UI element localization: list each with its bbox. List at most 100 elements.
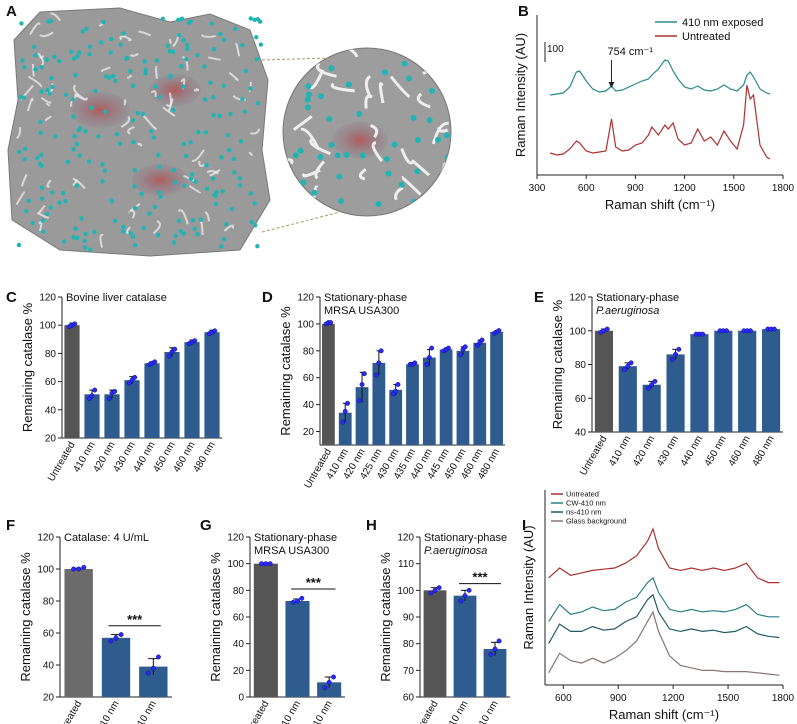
y-tick-label: 70 [403, 666, 415, 677]
helix-ribbon [330, 82, 355, 93]
water-molecule [147, 211, 152, 216]
bar [738, 330, 757, 432]
water-molecule [40, 229, 46, 234]
helix-ribbon [177, 209, 189, 225]
water-molecule [238, 139, 244, 144]
helix-ribbon [155, 66, 158, 79]
water-molecule [76, 50, 82, 55]
bar [456, 350, 470, 445]
helix-ribbon [15, 191, 26, 206]
y-tick-label: 80 [233, 586, 245, 597]
water-molecule [255, 100, 261, 106]
water-molecule [108, 36, 114, 42]
water-molecule [63, 92, 69, 98]
water-molecule [99, 40, 104, 45]
x-tick-label: 420 nm [631, 434, 657, 468]
water-molecule [20, 58, 25, 63]
helix-ribbon [315, 62, 337, 78]
y-axis-title: Remaining catalase % [20, 302, 35, 432]
peak-arrowhead [608, 82, 615, 88]
water-molecule [128, 69, 133, 74]
water-molecule [37, 161, 43, 167]
water-molecule [83, 231, 88, 237]
x-tick-label: ns-410 nm [126, 699, 159, 724]
helix-ribbon [21, 173, 28, 187]
helix-ribbon [400, 148, 416, 165]
water-molecule [32, 44, 37, 50]
x-tick-label: 300 [529, 183, 546, 194]
water-molecule [188, 176, 194, 182]
water-molecule [203, 130, 209, 135]
y-tick-label: 90 [403, 613, 415, 624]
data-point [604, 326, 610, 332]
water-molecule [311, 189, 318, 196]
water-molecule [176, 218, 182, 223]
bar [322, 323, 335, 445]
helix-ribbon [137, 142, 143, 147]
water-molecule [110, 73, 116, 79]
water-molecule [38, 119, 43, 124]
data-point [652, 378, 658, 384]
zoom-guide [261, 57, 331, 61]
water-molecule [46, 19, 51, 24]
water-molecule [290, 184, 297, 191]
data-point [172, 346, 178, 352]
water-molecule [100, 179, 105, 184]
water-molecule [304, 104, 311, 111]
water-molecule [220, 189, 225, 194]
water-molecule [121, 229, 126, 234]
x-tick-label: 1200 [673, 183, 696, 194]
water-molecule [79, 216, 84, 221]
bar [483, 649, 507, 697]
bar [285, 601, 310, 697]
helix-ribbon [309, 137, 331, 156]
legend-label: Untreated [682, 31, 730, 43]
x-tick-label: 450 nm [703, 434, 729, 468]
x-tick-label: 600 [555, 693, 572, 704]
water-molecule [156, 190, 162, 195]
water-molecule [213, 193, 218, 199]
water-molecule [192, 226, 197, 231]
data-point [376, 360, 382, 366]
data-point [108, 638, 114, 644]
water-molecule [231, 156, 237, 162]
peak-label: 754 cm⁻¹ [607, 46, 653, 58]
bar [144, 363, 160, 438]
water-molecule [328, 141, 335, 148]
water-molecule [71, 235, 76, 240]
data-point [412, 360, 418, 366]
water-molecule [288, 78, 295, 85]
water-molecule [177, 33, 182, 38]
helix-ribbon [300, 127, 320, 150]
annotation: MRSA USA300 [254, 545, 329, 557]
data-point [428, 590, 434, 596]
bar [642, 384, 661, 432]
water-molecule [33, 67, 38, 72]
panel-label: F [6, 517, 15, 534]
data-point [748, 328, 753, 334]
y-tick-label: 60 [233, 613, 245, 624]
water-molecule [196, 129, 201, 135]
y-axis-title: Raman Intensity (AU) [513, 33, 528, 157]
panel-label: C [6, 289, 17, 306]
water-molecule [39, 185, 45, 190]
x-tick-label: ns-410 nm [467, 699, 500, 724]
legend-label: Untreated [566, 490, 599, 499]
y-tick-label: 100 [569, 326, 586, 337]
water-molecule [83, 129, 88, 134]
water-molecule [40, 218, 46, 223]
water-molecule [414, 137, 421, 144]
y-tick-label: 20 [45, 434, 57, 445]
water-molecule [248, 191, 253, 196]
y-tick-label: 60 [403, 693, 415, 704]
water-molecule [89, 105, 95, 110]
y-tick-label: 100 [297, 319, 314, 330]
x-tick-label: 1800 [772, 693, 795, 704]
helix-ribbon [130, 209, 136, 219]
water-molecule [181, 37, 186, 43]
helix-ribbon [413, 203, 419, 213]
y-tick-label: 20 [303, 427, 315, 438]
water-molecule [80, 29, 86, 34]
water-molecule [179, 16, 185, 21]
legend-label: 410 nm exposed [682, 17, 763, 29]
